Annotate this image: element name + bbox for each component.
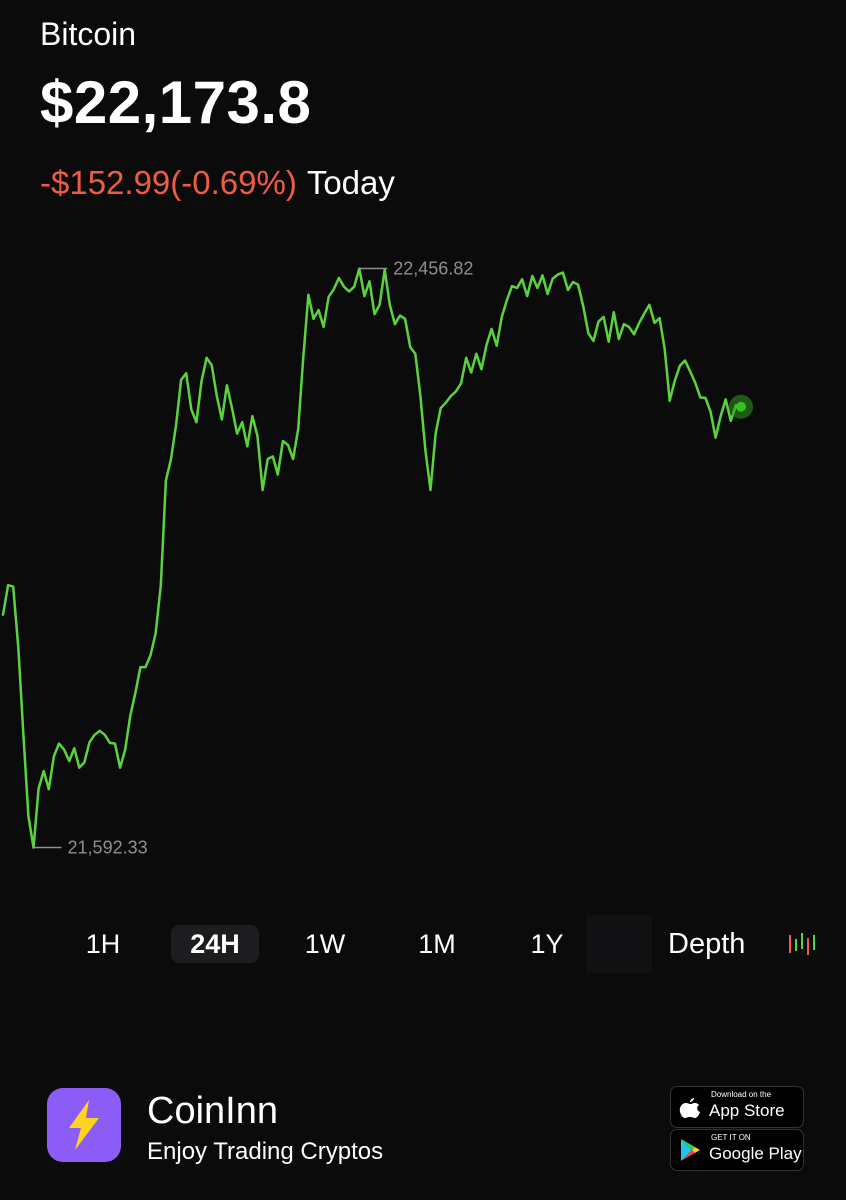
- google-play-icon: [681, 1139, 700, 1161]
- asset-name: Bitcoin: [40, 16, 137, 52]
- depth-button[interactable]: Depth: [668, 928, 746, 960]
- google-play-small-text: GET IT ON: [711, 1133, 751, 1142]
- price-line: [1, 267, 743, 849]
- candlestick-icon[interactable]: [786, 929, 820, 959]
- timeframe-selector: 1H 24H 1W 1M 1Y Depth: [0, 915, 846, 973]
- low-price-label: 21,592.33: [68, 838, 148, 858]
- brand-name: CoinInn: [147, 1090, 278, 1132]
- timeframe-1w[interactable]: 1W: [304, 929, 346, 959]
- change-percent: (-0.69%): [170, 164, 297, 201]
- promo-footer: CoinInn Enjoy Trading Cryptos Download o…: [0, 1080, 846, 1180]
- timeframe-1m[interactable]: 1M: [418, 929, 456, 959]
- app-store-big-text: App Store: [709, 1101, 785, 1120]
- timeframe-1y[interactable]: 1Y: [530, 929, 564, 959]
- app-store-badge[interactable]: Download on the App Store: [670, 1086, 804, 1128]
- price-change: -$152.99(-0.69%) Today: [40, 164, 395, 202]
- timeframe-placeholder: [586, 915, 652, 973]
- google-play-badge[interactable]: GET IT ON Google Play: [670, 1129, 804, 1171]
- current-price: $22,173.8: [40, 69, 312, 136]
- current-point: [736, 401, 746, 412]
- timeframe-1h[interactable]: 1H: [85, 929, 121, 959]
- change-amount: -$152.99: [40, 164, 171, 201]
- timeframe-24h[interactable]: 24H: [171, 925, 259, 963]
- app-store-small-text: Download on the: [711, 1090, 772, 1099]
- high-price-label: 22,456.82: [393, 259, 473, 279]
- brand-tagline: Enjoy Trading Cryptos: [147, 1138, 384, 1165]
- google-play-big-text: Google Play: [709, 1144, 802, 1163]
- price-chart[interactable]: 22,456.82 21,592.33: [0, 240, 846, 890]
- change-period: Today: [306, 164, 395, 201]
- apple-icon: [679, 1098, 700, 1118]
- coininn-logo: [47, 1088, 121, 1162]
- lightning-bolt-icon: [69, 1100, 99, 1150]
